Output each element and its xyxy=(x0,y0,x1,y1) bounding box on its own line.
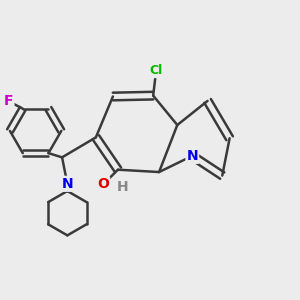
Text: N: N xyxy=(187,149,198,163)
Text: Cl: Cl xyxy=(149,64,163,77)
Text: H: H xyxy=(116,180,128,194)
Text: O: O xyxy=(97,177,109,191)
Text: N: N xyxy=(61,177,73,191)
Text: F: F xyxy=(4,94,14,108)
